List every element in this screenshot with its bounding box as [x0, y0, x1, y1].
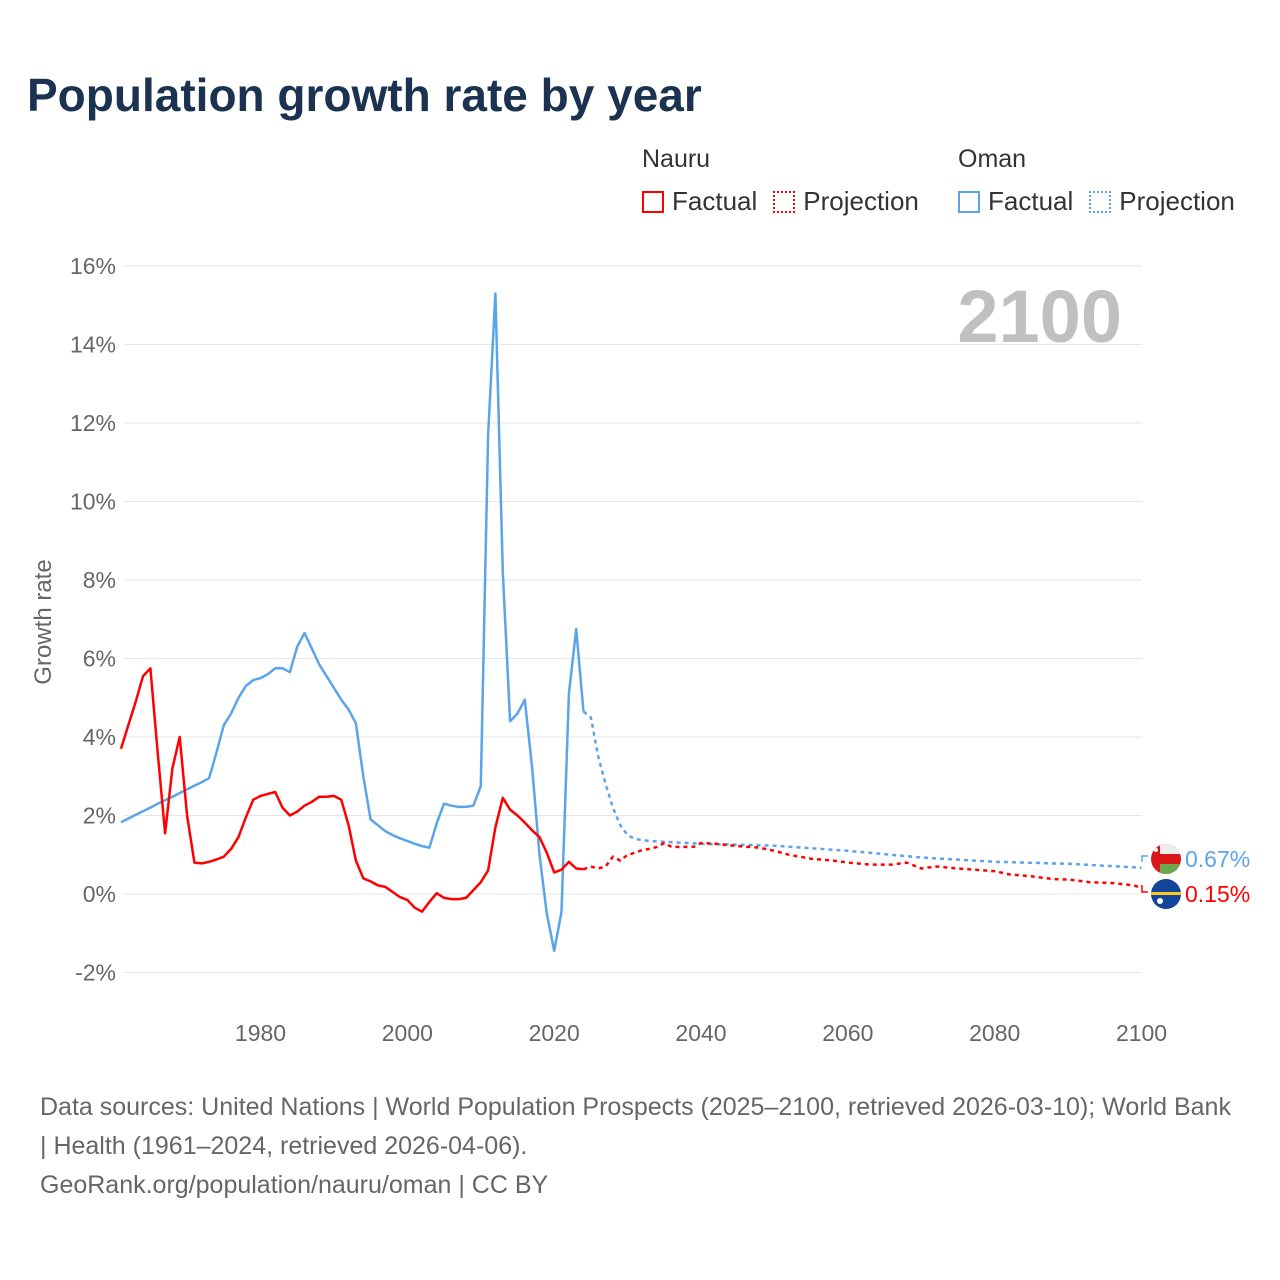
solid-swatch-icon	[958, 190, 980, 213]
x-tick-label: 2060	[822, 1020, 873, 1046]
y-tick-label: 0%	[83, 881, 116, 907]
y-tick-label: 4%	[83, 724, 116, 750]
x-tick-label: 2040	[675, 1020, 726, 1046]
legend-label: Projection	[803, 186, 919, 216]
legend-country: Nauru	[642, 145, 711, 173]
y-tick-label: 6%	[83, 646, 116, 672]
legend-label: Factual	[988, 186, 1074, 216]
y-tick-label: 14%	[70, 332, 116, 358]
line-chart: -2% 0% 2% 4% 6% 8% 10% 12% 14% 16% 1980 2000 2020 204…	[30, 253, 1250, 1046]
y-tick-label: 10%	[70, 489, 116, 515]
dotted-swatch-icon	[1089, 190, 1112, 213]
sources-footer: Data sources: United Nations | World Pop…	[40, 1088, 1240, 1205]
oman-end-connector	[1141, 855, 1148, 862]
y-tick-label: 2%	[83, 803, 116, 829]
legend-nauru: Nauru Factual Projection	[642, 145, 935, 217]
nauru-end-connector	[1141, 885, 1148, 893]
nauru-end-value: 0.15%	[1185, 881, 1250, 907]
legend-oman-factual[interactable]: Factual	[958, 186, 1073, 217]
page-title: Population growth rate by year	[27, 69, 702, 121]
legend-nauru-factual[interactable]: Factual	[642, 186, 757, 217]
year-display: 2100	[957, 275, 1122, 358]
oman-projection-line	[582, 710, 1142, 869]
x-tick-label: 1980	[235, 1020, 286, 1046]
oman-end-value: 0.67%	[1185, 846, 1250, 872]
nauru-factual-line	[119, 667, 584, 913]
y-axis-label: Growth rate	[30, 559, 57, 684]
oman-factual-line	[120, 292, 585, 953]
y-tick-label: 8%	[83, 567, 116, 593]
legend-oman: Oman Factual Projection	[958, 145, 1251, 217]
nauru-flag-icon	[1151, 879, 1181, 909]
legend-label: Factual	[672, 186, 758, 216]
y-tick-label: -2%	[75, 960, 116, 986]
credit-link[interactable]: GeoRank.org/population/nauru/oman | CC B…	[40, 1171, 549, 1199]
legend-label: Projection	[1119, 186, 1235, 216]
oman-flag-icon	[1151, 844, 1181, 874]
y-tick-label: 16%	[70, 253, 116, 279]
x-tick-label: 2020	[529, 1020, 580, 1046]
legend-nauru-projection[interactable]: Projection	[773, 186, 919, 217]
data-sources-text: Data sources: United Nations | World Pop…	[40, 1093, 1231, 1160]
x-tick-label: 2080	[969, 1020, 1020, 1046]
nauru-projection-line	[583, 841, 1142, 890]
y-tick-label: 12%	[70, 410, 116, 436]
solid-swatch-icon	[642, 190, 664, 213]
x-tick-label: 2000	[382, 1020, 433, 1046]
x-tick-label: 2100	[1116, 1020, 1167, 1046]
dotted-swatch-icon	[773, 190, 796, 213]
legend-oman-projection[interactable]: Projection	[1089, 186, 1235, 217]
legend-country: Oman	[958, 145, 1027, 173]
